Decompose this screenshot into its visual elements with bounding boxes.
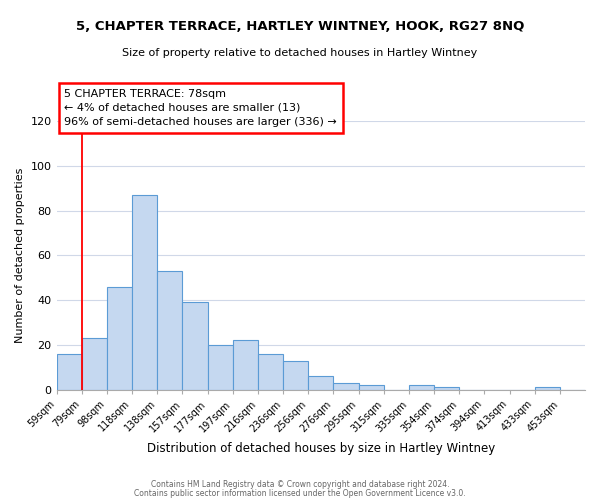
Bar (132, 195, 157, 390)
Bar (233, 340, 258, 390)
Bar (409, 386, 434, 390)
Bar (308, 376, 334, 390)
Bar (359, 386, 383, 390)
X-axis label: Distribution of detached houses by size in Hartley Wintney: Distribution of detached houses by size … (146, 442, 495, 455)
Bar (107, 287, 132, 390)
Text: Contains HM Land Registry data © Crown copyright and database right 2024.: Contains HM Land Registry data © Crown c… (151, 480, 449, 489)
Bar (434, 388, 459, 390)
Bar (157, 271, 182, 390)
Bar (535, 388, 560, 390)
Bar (283, 360, 308, 390)
Bar (334, 383, 359, 390)
Y-axis label: Number of detached properties: Number of detached properties (15, 168, 25, 343)
Text: 5 CHAPTER TERRACE: 78sqm
← 4% of detached houses are smaller (13)
96% of semi-de: 5 CHAPTER TERRACE: 78sqm ← 4% of detache… (64, 89, 337, 127)
Text: Size of property relative to detached houses in Hartley Wintney: Size of property relative to detached ho… (122, 48, 478, 58)
Bar (258, 354, 283, 390)
Bar (82, 338, 107, 390)
Bar (182, 302, 208, 390)
Bar (56, 354, 82, 390)
Text: Contains public sector information licensed under the Open Government Licence v3: Contains public sector information licen… (134, 490, 466, 498)
Bar (208, 345, 233, 390)
Text: 5, CHAPTER TERRACE, HARTLEY WINTNEY, HOOK, RG27 8NQ: 5, CHAPTER TERRACE, HARTLEY WINTNEY, HOO… (76, 20, 524, 33)
